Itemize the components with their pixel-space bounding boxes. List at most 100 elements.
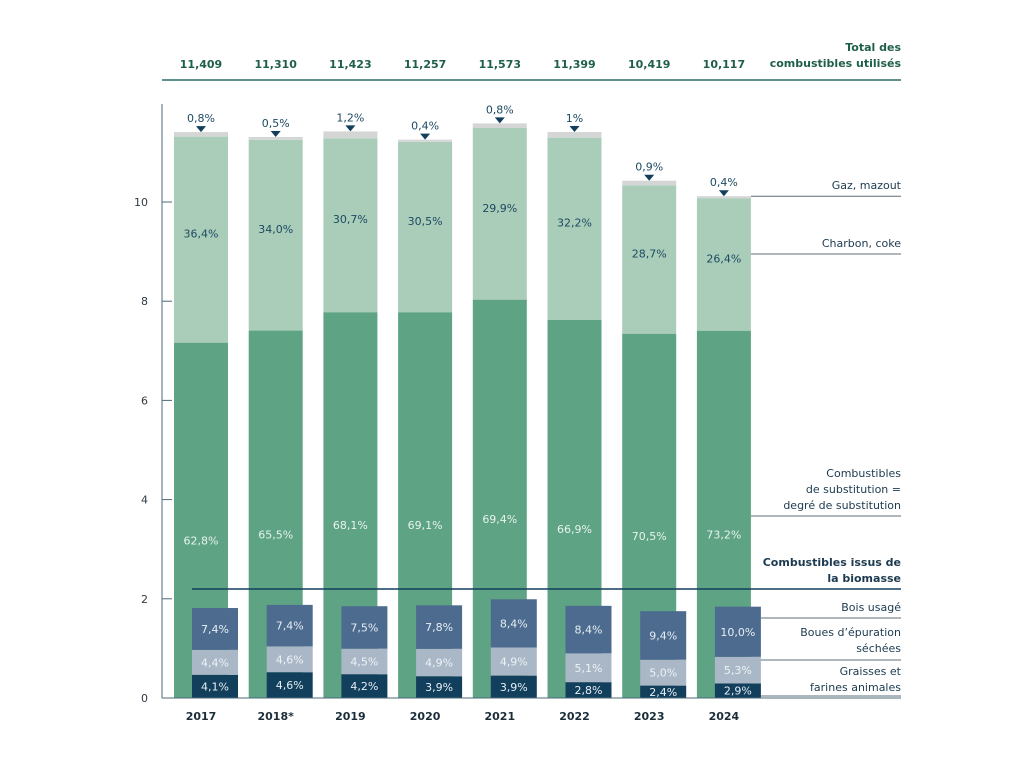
biomass-pct-label-boues: 4,6% [276,653,304,666]
substitution-pct-label: 73,2% [706,528,741,541]
y-tick-label: 0 [141,692,148,705]
legend-bois: Bois usagé [841,601,901,614]
total-label: 11,257 [404,58,446,71]
legend-substitution: de substitution = [806,483,901,496]
charbon-pct-label: 34,0% [258,223,293,236]
legend-substitution: degré de substitution [783,499,901,512]
biomass-pct-label-bois: 10,0% [720,626,755,639]
bar-segment-charbon [398,141,453,313]
substitution-pct-label: 68,1% [333,519,368,532]
legend-biomass-title: la biomasse [827,572,901,585]
biomass-segment-bois [416,605,463,649]
biomass-segment-graisses [416,676,463,698]
biomass-segment-graisses [490,675,537,698]
biomass-pct-label-graisses: 2,4% [649,686,677,699]
substitution-pct-label: 69,1% [408,519,443,532]
bar-segment-gaz [248,137,303,140]
x-tick-label: 2021 [484,710,515,723]
charbon-pct-label: 28,7% [632,248,667,261]
bar-segment-charbon [547,137,602,320]
bar-segment-charbon [472,127,527,300]
charbon-pct-label: 30,7% [333,213,368,226]
biomass-segment-boues [266,646,313,673]
y-tick-label: 2 [141,593,148,606]
biomass-pct-label-bois: 7,5% [350,621,378,634]
bar-segment-gaz [174,132,228,137]
biomass-segment-graisses [192,674,238,698]
y-tick-label: 10 [134,196,148,209]
total-label: 11,573 [479,58,521,71]
y-tick-label: 4 [141,494,148,507]
biomass-segment-graisses [640,685,687,698]
total-label: 11,399 [553,58,595,71]
gaz-pointer-icon [345,125,356,132]
bar-segment-gaz [472,123,527,128]
total-label: 10,117 [703,58,745,71]
legend-boues: Boues d’épuration [800,626,901,639]
gaz-pct-label: 0,5% [262,117,290,130]
biomass-segment-boues [341,648,388,675]
gaz-pct-label: 1,2% [336,111,364,124]
legend-gaz: Gaz, mazout [832,179,902,192]
x-tick-label: 2019 [335,710,366,723]
biomass-segment-boues [565,653,612,683]
substitution-pct-label: 66,9% [557,523,592,536]
biomass-pct-label-bois: 7,8% [425,621,453,634]
biomass-pct-label-graisses: 3,9% [500,681,528,694]
legend-graisses: farines animales [810,681,901,694]
bar-segment-charbon [174,136,228,343]
legend-boues: séchées [856,642,901,655]
biomass-pct-label-bois: 8,4% [575,624,603,637]
biomass-pct-label-boues: 5,3% [724,664,752,677]
substitution-pct-label: 62,8% [184,534,219,547]
biomass-segment-graisses [714,683,761,698]
biomass-pct-label-graisses: 4,6% [276,679,304,692]
biomass-pct-label-boues: 5,0% [649,667,677,680]
legend-biomass-title: Combustibles issus de [763,556,901,569]
legend-substitution: Combustibles [826,467,901,480]
substitution-pct-label: 70,5% [632,530,667,543]
substitution-pct-label: 65,5% [258,528,293,541]
charbon-pct-label: 32,2% [557,217,592,230]
biomass-pct-label-graisses: 2,8% [575,684,603,697]
biomass-pct-label-graisses: 2,9% [724,685,752,698]
gaz-pct-label: 0,8% [187,112,215,125]
biomass-pct-label-boues: 4,9% [425,657,453,670]
biomass-segment-boues [416,648,463,677]
biomass-pct-label-graisses: 4,2% [350,680,378,693]
gaz-pointer-icon [420,133,431,140]
bar-segment-gaz [323,131,378,139]
x-tick-label: 2022 [559,710,590,723]
biomass-pct-label-boues: 4,5% [350,655,378,668]
gaz-pointer-icon [644,174,655,181]
biomass-segment-boues [192,649,238,675]
biomass-segment-boues [640,659,687,686]
biomass-pct-label-bois: 9,4% [649,629,677,642]
biomass-segment-graisses [565,682,612,698]
gaz-pct-label: 0,4% [411,120,439,133]
bar-segment-charbon [696,198,751,331]
charbon-pct-label: 26,4% [706,252,741,265]
bar-segment-gaz [547,132,602,138]
bar-segment-charbon [248,139,303,331]
x-tick-label: 2023 [634,710,665,723]
gaz-pct-label: 0,4% [710,176,738,189]
charbon-pct-label: 29,9% [482,202,517,215]
total-label: 11,310 [254,58,297,71]
total-label: 10,419 [628,58,670,71]
biomass-segment-bois [266,604,313,647]
totals-header: Total des [845,41,901,54]
gaz-pointer-icon [494,117,505,124]
biomass-segment-bois [341,606,388,649]
gaz-pct-label: 0,9% [635,161,663,174]
biomass-segment-bois [490,599,537,648]
bar-segment-gaz [622,180,677,186]
biomass-segment-bois [640,611,687,660]
biomass-segment-graisses [341,674,388,698]
gaz-pointer-icon [270,131,281,138]
biomass-pct-label-graisses: 3,9% [425,681,453,694]
charbon-pct-label: 36,4% [184,228,219,241]
biomass-segment-bois [714,606,761,657]
biomass-pct-label-graisses: 4,1% [201,680,229,693]
